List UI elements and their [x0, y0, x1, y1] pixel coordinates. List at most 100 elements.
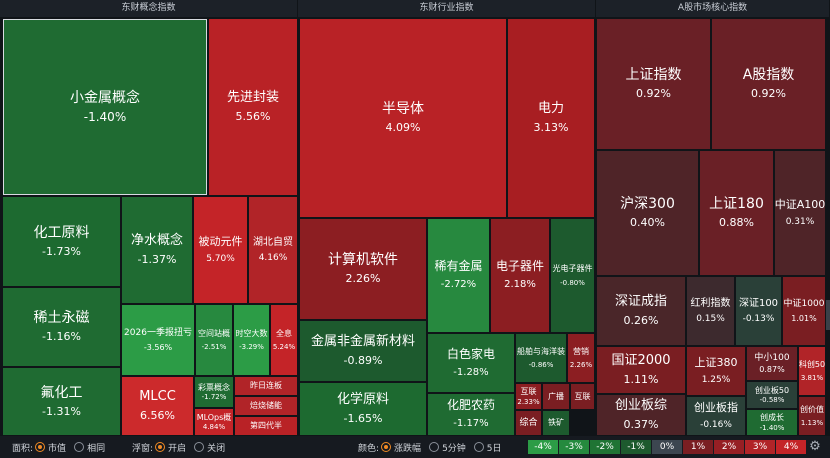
tile-shenzheng100[interactable]: 深证100 -0.13% [735, 276, 782, 346]
tile-quanyi[interactable]: 全息 5.24% [270, 304, 298, 376]
tile-shenzhengchengzhi[interactable]: 深证成指 0.26% [596, 276, 686, 346]
color-change-radio[interactable] [381, 442, 392, 452]
tile-name: 稀土永磁 [33, 310, 90, 327]
tile-mlops[interactable]: MLOps概 4.84% [194, 408, 234, 436]
tile-xitu[interactable]: 稀土永磁 -1.16% [2, 287, 121, 367]
header-core: A股市场核心指数 [596, 0, 830, 17]
tile-chuangyebanzhi[interactable]: 创业板指 -0.16% [686, 396, 746, 436]
color-5day-radio[interactable] [473, 442, 484, 452]
tile-shangzheng[interactable]: 上证指数 0.92% [596, 18, 711, 150]
float-on-radio[interactable] [155, 442, 166, 452]
tile-mlcc[interactable]: MLCC 6.56% [121, 376, 194, 436]
legend-swatch: 4% [776, 440, 806, 454]
tile-bandaoti[interactable]: 半导体 4.09% [299, 18, 507, 218]
tile-hushen300[interactable]: 沪深300 0.40% [596, 150, 699, 276]
tile-name: 金属非金属新材料 [310, 333, 415, 349]
tile-value: 0.31% [785, 216, 815, 227]
tile-dianziqijian[interactable]: 电子器件 2.18% [490, 218, 550, 333]
tile-shangzheng380[interactable]: 上证380 1.25% [686, 346, 746, 396]
tile-name: 中证1000 [783, 298, 825, 309]
tile-name: 第四代半 [250, 421, 282, 431]
float-off-radio[interactable] [194, 442, 205, 452]
tile-jisuanji[interactable]: 计算机软件 2.26% [299, 218, 427, 320]
tile-hongli[interactable]: 红利指数 0.15% [686, 276, 735, 346]
tile-value: 5.56% [235, 109, 271, 123]
tile-name: 彩票概念 [198, 382, 230, 392]
tile-value: 2.18% [504, 279, 536, 291]
color-5min-label[interactable]: 5分钟 [442, 443, 466, 454]
tile-name: 化肥农药 [446, 398, 495, 413]
tile-kongjianzhanjia[interactable]: 空间站概 -2.51% [195, 304, 233, 376]
tile-yingxiao[interactable]: 营销 2.26% [567, 333, 595, 383]
tile-chuangyebanzong[interactable]: 创业板综 0.37% [596, 394, 686, 436]
float-off-label[interactable]: 关闭 [207, 443, 226, 454]
scroll-handle[interactable] [826, 300, 830, 330]
tile-zonghe[interactable]: 综合 [515, 410, 542, 436]
tile-zhongzhenga100[interactable]: 中证A100 0.31% [774, 150, 826, 276]
tile-baisejiadian[interactable]: 白色家电 -1.28% [427, 333, 515, 393]
tile-chuangye50[interactable]: 创业板50 -0.58% [746, 381, 798, 409]
tile-name: 全息 [276, 328, 292, 338]
tile-value: 2.33% [517, 397, 540, 406]
tile-chuanbo[interactable]: 船舶与海洋装 -0.86% [515, 333, 567, 383]
tile-shidaishuju[interactable]: 时空大数 -3.29% [233, 304, 270, 376]
tile-name: 互联 [520, 387, 537, 397]
tile-agu[interactable]: A股指数 0.92% [711, 18, 826, 150]
tile-disidai[interactable]: 第四代半 [234, 416, 298, 436]
tile-hulian[interactable]: 互联 2.33% [515, 383, 542, 410]
tile-name: 中证A100 [774, 198, 826, 211]
tile-xianjinfengzhuang[interactable]: 先进封装 5.56% [208, 18, 298, 196]
tile-value: 3.13% [533, 120, 569, 134]
color-5day-label[interactable]: 5日 [486, 443, 502, 454]
tile-hubeiziyou[interactable]: 湖北自贸 4.16% [248, 196, 298, 304]
color-change-label[interactable]: 涨跌幅 [394, 443, 422, 454]
tile-huafeinongyao[interactable]: 化肥农药 -1.17% [427, 393, 515, 436]
tile-jibaoniukui[interactable]: 2026一季报扭亏 -3.56% [121, 304, 195, 376]
tile-shangzheng180[interactable]: 上证180 0.88% [699, 150, 774, 276]
tile-value: 1.13% [800, 419, 824, 428]
tile-tiekuang[interactable]: 铁矿 [542, 410, 570, 436]
tile-chuangjiazhi[interactable]: 创价值 1.13% [798, 396, 826, 436]
color-group: 颜色: 涨跌幅 5分钟 5日 [358, 436, 502, 458]
tile-guozheng2000[interactable]: 国证2000 1.11% [596, 346, 686, 394]
tile-name: MLOps概 [196, 412, 232, 422]
tile-name: 上证指数 [625, 67, 682, 84]
float-on-label[interactable]: 开启 [168, 443, 187, 454]
tile-value: 5.24% [272, 343, 296, 352]
area-group: 面积: 市值 相同 [12, 436, 105, 458]
tile-kechuang50[interactable]: 科创50 3.81% [798, 346, 826, 396]
tile-huaxueyuanliao[interactable]: 化学原料 -1.65% [299, 382, 427, 436]
tile-fuhuagong[interactable]: 氟化工 -1.31% [2, 367, 121, 436]
tile-beidongyuanjian[interactable]: 被动元件 5.70% [193, 196, 248, 304]
tile-jinshufeijin[interactable]: 金属非金属新材料 -0.89% [299, 320, 427, 382]
tile-zhongzheng1000[interactable]: 中证1000 1.01% [782, 276, 826, 346]
tile-zhongxiao100[interactable]: 中小100 0.87% [746, 346, 798, 381]
gear-icon[interactable]: ⚙ [809, 439, 821, 454]
color-5min-radio[interactable] [429, 442, 440, 452]
tile-zuoriliangban[interactable]: 昨日连板 [234, 376, 298, 396]
tile-value: 4.16% [258, 253, 288, 264]
tile-name: 电子器件 [495, 259, 544, 274]
tile-value: -1.72% [201, 393, 227, 402]
area-equal-radio[interactable] [74, 442, 85, 452]
tile-value: -1.40% [759, 423, 785, 432]
area-marketcap-radio[interactable] [35, 442, 46, 452]
tile-jingshui[interactable]: 净水概念 -1.37% [121, 196, 193, 304]
tile-huagongyuanliao[interactable]: 化工原料 -1.73% [2, 196, 121, 287]
tile-peijin[interactable]: 焙烧储能 [234, 396, 298, 416]
tile-guangbo[interactable]: 广播 [542, 383, 570, 410]
float-group: 浮窗: 开启 关闭 [132, 436, 225, 458]
tile-name: 稀有金属 [434, 259, 483, 274]
tile-xiaojinshu[interactable]: 小金属概念 -1.40% [2, 18, 208, 196]
area-equal-label[interactable]: 相同 [87, 443, 106, 454]
tile-dianli[interactable]: 电力 3.13% [507, 18, 595, 218]
area-marketcap-label[interactable]: 市值 [48, 443, 67, 454]
tile-chuangchangzhang[interactable]: 创成长 -1.40% [746, 409, 798, 436]
tile-caipiao[interactable]: 彩票概念 -1.72% [194, 376, 234, 408]
tile-hulian2[interactable]: 互联 [570, 383, 595, 410]
tile-value: -1.65% [343, 411, 383, 425]
tile-name: 空间站概 [198, 328, 230, 338]
tile-name: 创业板指 [694, 401, 738, 414]
tile-xiyoujinshu[interactable]: 稀有金属 -2.72% [427, 218, 490, 333]
tile-guangdianziqijian[interactable]: 光电子器件 -0.80% [550, 218, 595, 333]
